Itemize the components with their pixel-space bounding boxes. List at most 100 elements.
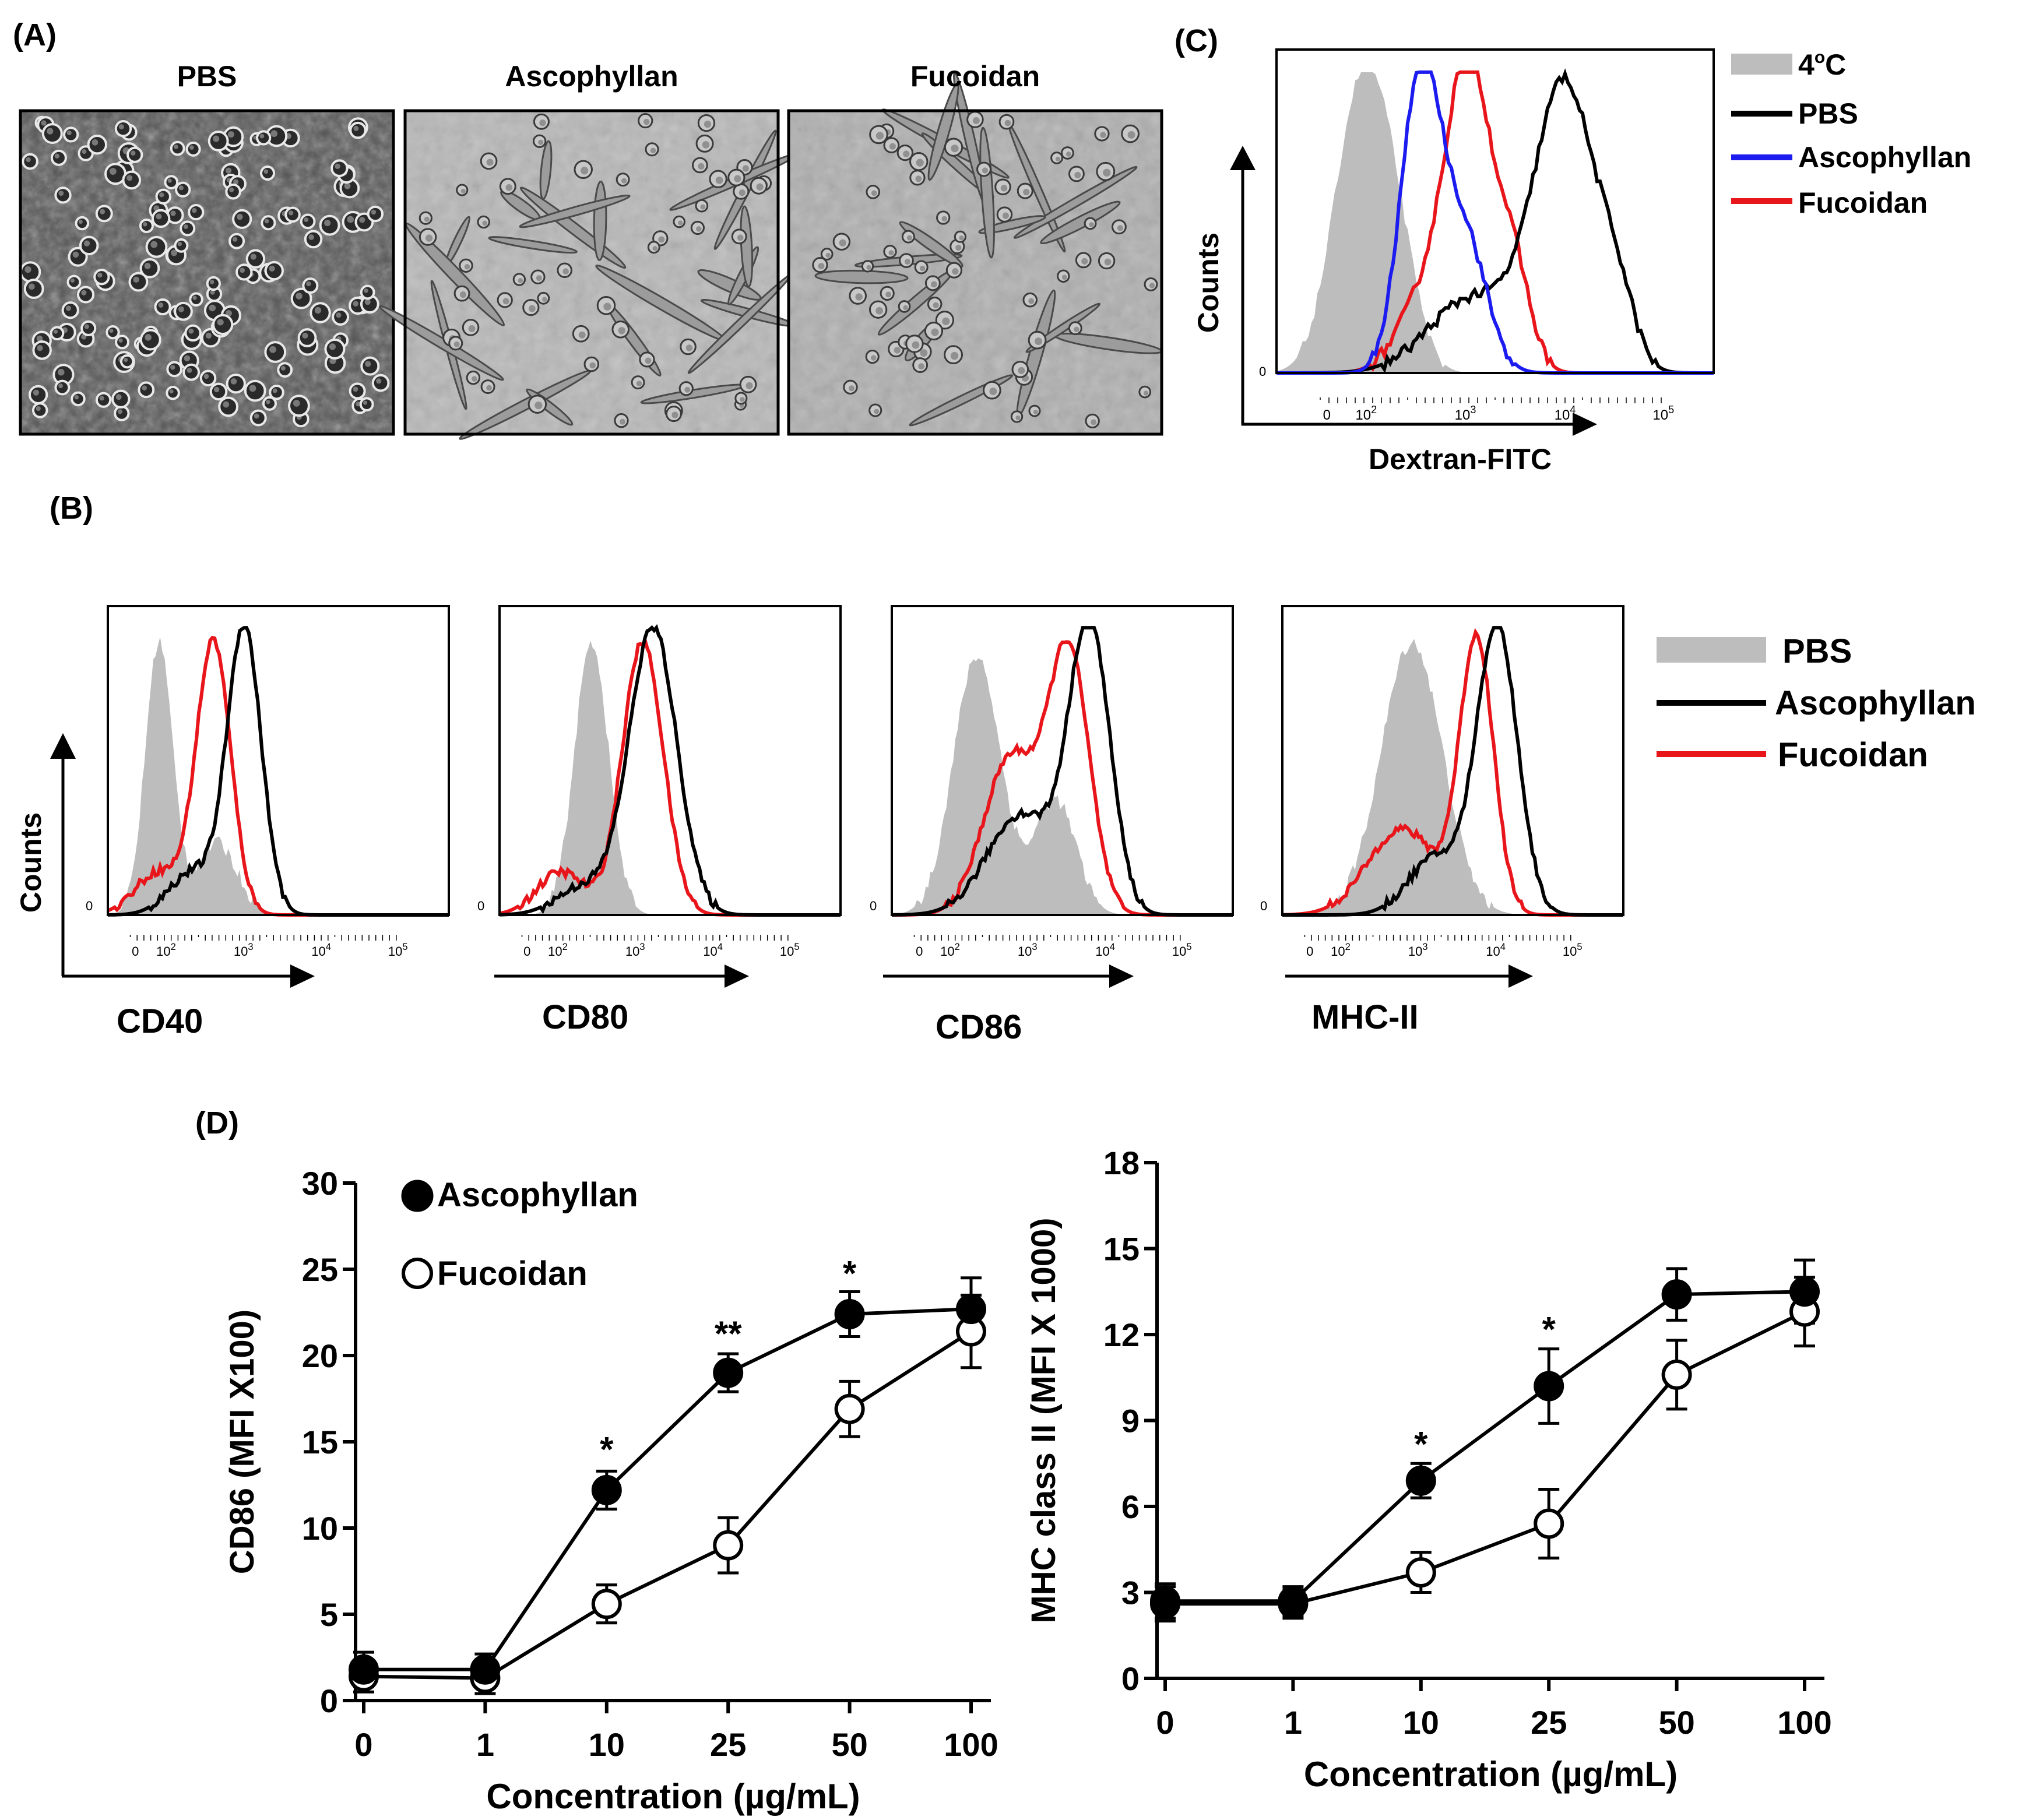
cell-highlight [209, 304, 216, 312]
cell-highlight [177, 242, 182, 247]
cell-highlight [156, 213, 162, 220]
cell-highlight [174, 145, 178, 149]
cell-highlight [365, 361, 371, 367]
zero-tick-label: 0 [870, 899, 877, 913]
cell [310, 302, 331, 323]
cell-highlight [170, 365, 175, 370]
y-tick-label: 15 [1103, 1231, 1140, 1268]
x-tick-exponent: 3 [639, 942, 645, 952]
x-tick-label: 100 [944, 1726, 998, 1763]
histogram-mhc-ii-frame [1281, 605, 1624, 916]
cell [75, 216, 90, 231]
cell-nucleus [589, 362, 596, 369]
x-tick-label: 105 [780, 942, 800, 959]
y-tick-label: 5 [320, 1596, 338, 1633]
x-tick-label: 50 [831, 1726, 867, 1763]
x-tick-exponent: 3 [1470, 404, 1476, 416]
cell [138, 381, 155, 399]
cell-nucleus [903, 150, 910, 157]
cell [245, 249, 266, 269]
cell-nucleus [1018, 367, 1025, 374]
cd86-line-chart: 0 5 10 15 20 25 30 0 1 10 25 50 100 Concentration (µg… [223, 1165, 998, 1816]
cell [139, 329, 161, 351]
y-tick-label: 0 [320, 1682, 338, 1719]
elongated-cell [1013, 166, 1138, 239]
histogram-cd86: 0 0 102 103 104 105 CD86 [870, 605, 1234, 1046]
data-point [1661, 1279, 1692, 1310]
cell-highlight [250, 254, 256, 260]
cell-nucleus [904, 258, 911, 265]
data-point [1661, 1359, 1692, 1390]
cell-highlight [126, 175, 133, 181]
cell-nucleus [1103, 168, 1111, 177]
c-zero-tick: 0 [1259, 364, 1266, 379]
x-tick-label: 103 [1455, 404, 1476, 423]
cell-highlight [280, 365, 286, 371]
cell [218, 396, 239, 417]
cell-highlight [72, 251, 79, 258]
cell [235, 263, 253, 281]
cell-nucleus [1000, 185, 1008, 192]
cell-nucleus [684, 386, 691, 393]
cell-highlight [359, 217, 365, 223]
y-tick-label: 9 [1121, 1403, 1140, 1439]
cell-nucleus [875, 307, 884, 315]
cell [264, 260, 284, 281]
cell [185, 141, 201, 157]
cell [304, 230, 323, 249]
cell-highlight [143, 222, 147, 227]
significance-marker: ** [715, 1314, 742, 1353]
histogram-cd80-frame [498, 605, 842, 916]
cell-highlight [178, 306, 184, 312]
cell-highlight [150, 241, 158, 248]
cell [371, 374, 390, 392]
cell [297, 328, 317, 347]
cell-highlight [210, 280, 214, 284]
cell [284, 206, 301, 223]
x-tick-exponent: 4 [1570, 404, 1576, 416]
cell [115, 335, 130, 350]
d-legend: Ascophyllan Fucoidan [401, 1176, 638, 1293]
cell-highlight [188, 328, 194, 334]
cell-nucleus [941, 216, 947, 222]
cell [367, 205, 384, 223]
histogram-cd86-pbs-fill [892, 658, 1233, 915]
elongated-cell [927, 83, 959, 181]
cell-highlight [142, 385, 147, 391]
cell-highlight [53, 329, 58, 334]
y-axis-title: CD86 (MFI X100) [223, 1309, 261, 1574]
cell [182, 363, 201, 381]
y-tick-label: 30 [302, 1165, 338, 1202]
x-tick-label: 104 [1486, 942, 1506, 959]
data-point [470, 1654, 501, 1685]
cell-highlight [356, 401, 361, 407]
mhc-line-chart: 0 3 6 9 12 15 18 0 1 10 25 50 100 Concentration (µg/m… [1025, 1145, 1832, 1794]
micrograph-ascophyllan-title: Ascophyllan [505, 60, 678, 93]
cell-nucleus [894, 347, 901, 354]
x-tick-label: 0 [916, 944, 923, 959]
cell-highlight [78, 219, 83, 224]
cell-nucleus [737, 234, 744, 241]
cell-nucleus [671, 411, 678, 418]
c-legend: 4oC PBS Ascophyllan Fucoidan [1731, 48, 1971, 219]
cell [206, 276, 221, 291]
cell-highlight [74, 395, 79, 400]
cell-nucleus [1081, 258, 1088, 265]
panel-d-label: (D) [195, 1106, 239, 1140]
cell [226, 374, 246, 394]
y-tick-label: 15 [302, 1424, 338, 1460]
significance-marker: * [600, 1430, 614, 1469]
cell-highlight [192, 207, 197, 213]
cell-nucleus [739, 189, 746, 196]
series-ascophyllan [1155, 1258, 1815, 1620]
marker-label-mhc-ii: MHC-II [1311, 998, 1419, 1036]
micrograph-pbs-title: PBS [177, 60, 237, 93]
pbs-cells [19, 115, 390, 428]
cell [126, 146, 143, 163]
cell [208, 131, 229, 152]
cell-highlight [227, 131, 234, 138]
cell-highlight [144, 263, 151, 269]
cell-highlight [270, 130, 278, 138]
cell-nucleus [678, 220, 683, 226]
elongated-cell [740, 205, 754, 288]
